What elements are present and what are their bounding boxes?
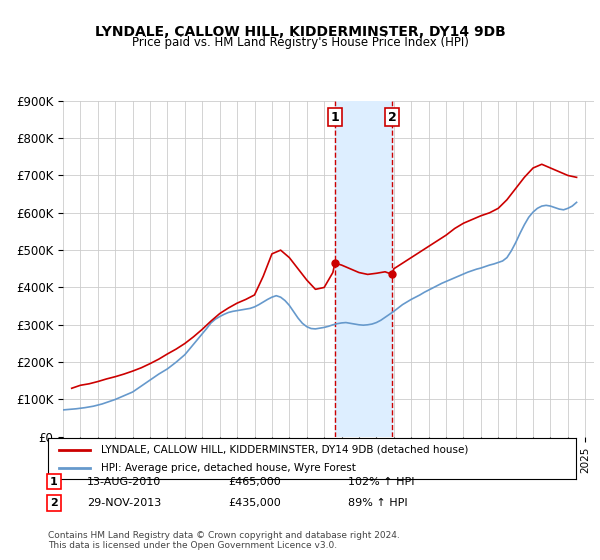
Bar	[335, 101, 392, 437]
Text: 2: 2	[388, 111, 397, 124]
Text: 29-NOV-2013: 29-NOV-2013	[87, 498, 161, 508]
Text: 102% ↑ HPI: 102% ↑ HPI	[348, 477, 415, 487]
Text: 1: 1	[331, 111, 339, 124]
Text: 2: 2	[50, 498, 58, 508]
Text: 1: 1	[50, 477, 58, 487]
Text: 13-AUG-2010: 13-AUG-2010	[87, 477, 161, 487]
Text: LYNDALE, CALLOW HILL, KIDDERMINSTER, DY14 9DB: LYNDALE, CALLOW HILL, KIDDERMINSTER, DY1…	[95, 25, 505, 39]
Text: Contains HM Land Registry data © Crown copyright and database right 2024.
This d: Contains HM Land Registry data © Crown c…	[48, 530, 400, 550]
Text: £465,000: £465,000	[228, 477, 281, 487]
Text: HPI: Average price, detached house, Wyre Forest: HPI: Average price, detached house, Wyre…	[101, 463, 356, 473]
Text: £435,000: £435,000	[228, 498, 281, 508]
Text: Price paid vs. HM Land Registry's House Price Index (HPI): Price paid vs. HM Land Registry's House …	[131, 36, 469, 49]
Text: LYNDALE, CALLOW HILL, KIDDERMINSTER, DY14 9DB (detached house): LYNDALE, CALLOW HILL, KIDDERMINSTER, DY1…	[101, 445, 468, 455]
Text: 89% ↑ HPI: 89% ↑ HPI	[348, 498, 407, 508]
